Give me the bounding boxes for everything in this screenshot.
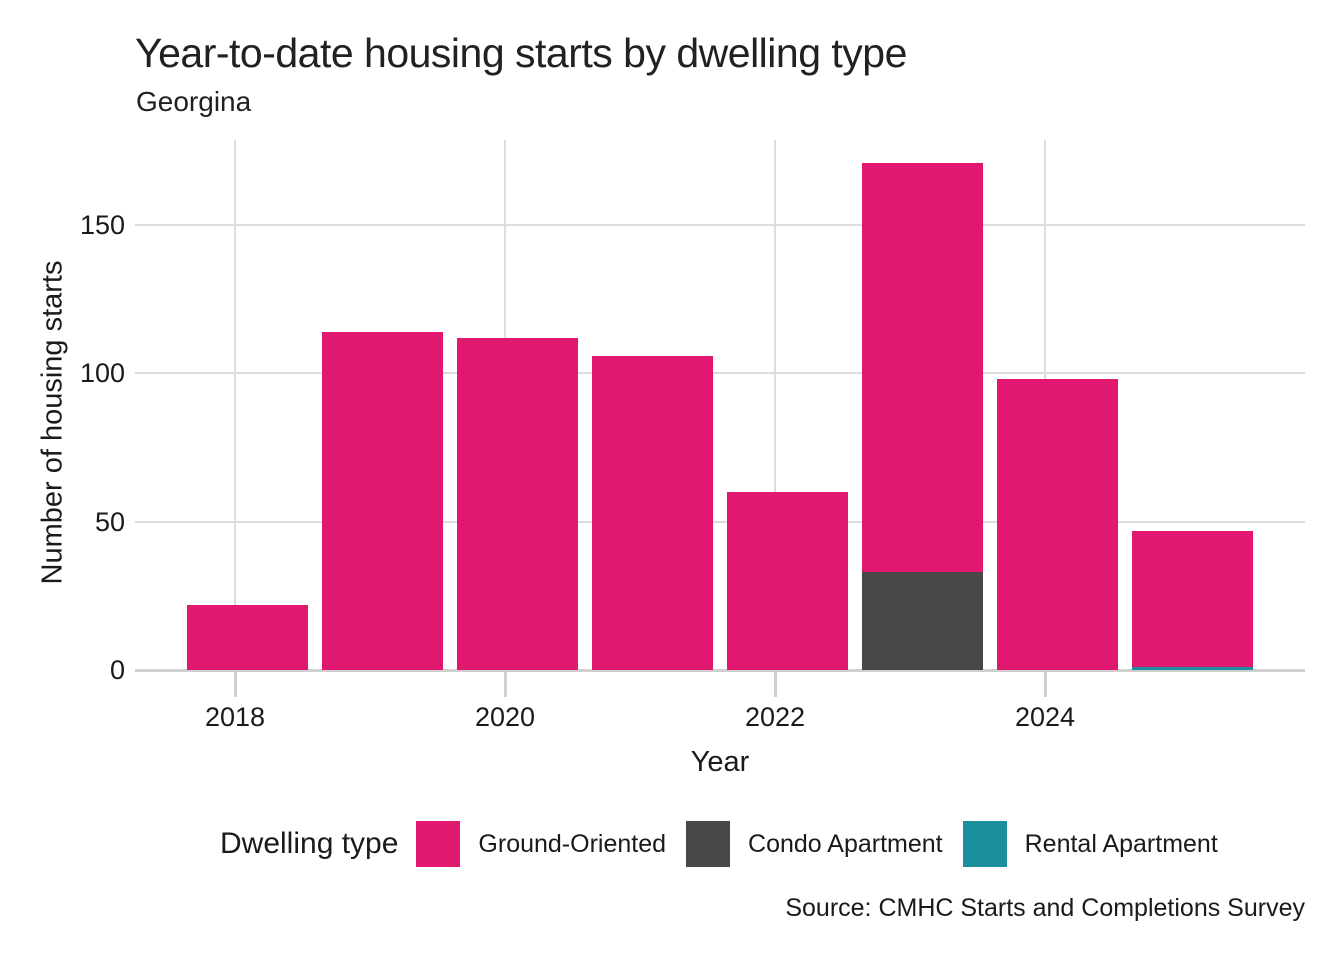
x-tick-mark-2022 [773, 671, 777, 697]
condo-apartment-swatch-icon [686, 821, 731, 867]
x-tick-mark-2024 [1043, 671, 1047, 697]
x-axis-line [135, 669, 1305, 672]
y-tick-label-50: 50 [94, 506, 125, 537]
legend-label: Condo Apartment [748, 829, 943, 858]
x-tick-label-2024: 2024 [1014, 702, 1076, 732]
bar-segment-ground-oriented-2021 [591, 355, 713, 670]
legend-item-ground-oriented: Ground-Oriented [416, 821, 666, 867]
gridline-horizontal-50 [135, 520, 1305, 523]
x-tick-label-2020: 2020 [474, 702, 536, 732]
gridline-vertical-2018 [234, 140, 236, 670]
x-tick-mark-2018 [233, 671, 237, 697]
rental-apartment-swatch-icon [962, 821, 1007, 867]
y-tick-label-0: 0 [109, 655, 125, 685]
gridline-horizontal-150 [135, 224, 1305, 226]
bar-segment-ground-oriented-2018 [186, 604, 308, 670]
legend-label: Ground-Oriented [478, 829, 667, 858]
x-tick-mark-2020 [503, 671, 507, 697]
chart-subtitle: Georgina [136, 86, 252, 117]
source-credit: Source: CMHC Starts and Completions Surv… [785, 894, 1305, 922]
legend-item-rental-apartment: Rental Apartment [962, 821, 1218, 867]
bar-segment-ground-oriented-2019 [321, 331, 443, 670]
bar-segment-ground-oriented-2023 [861, 162, 983, 573]
bar-segment-ground-oriented-2020 [456, 337, 578, 670]
gridline-horizontal-100 [135, 372, 1305, 375]
ground-oriented-swatch-icon [416, 821, 461, 867]
gridline-vertical-2022 [774, 140, 776, 670]
y-tick-label-100: 100 [79, 358, 125, 389]
legend-item-condo-apartment: Condo Apartment [686, 821, 943, 867]
x-axis-title: Year [690, 746, 750, 778]
bar-segment-ground-oriented-2022 [726, 492, 848, 670]
bar-segment-ground-oriented-2024 [996, 379, 1118, 670]
legend-label: Rental Apartment [1024, 829, 1218, 858]
chart-title: Year-to-date housing starts by dwelling … [135, 30, 907, 76]
legend: Dwelling type Ground-Oriented Condo Apar… [220, 818, 1238, 870]
y-tick-label-150: 150 [79, 210, 125, 240]
bar-segment-rental-apartment-2025 [1131, 667, 1253, 670]
legend-title: Dwelling type [220, 827, 399, 860]
bar-segment-ground-oriented-2025 [1131, 530, 1253, 668]
x-tick-label-2022: 2022 [744, 702, 806, 732]
x-tick-label-2018: 2018 [204, 702, 266, 732]
bar-segment-condo-apartment-2023 [861, 572, 983, 670]
